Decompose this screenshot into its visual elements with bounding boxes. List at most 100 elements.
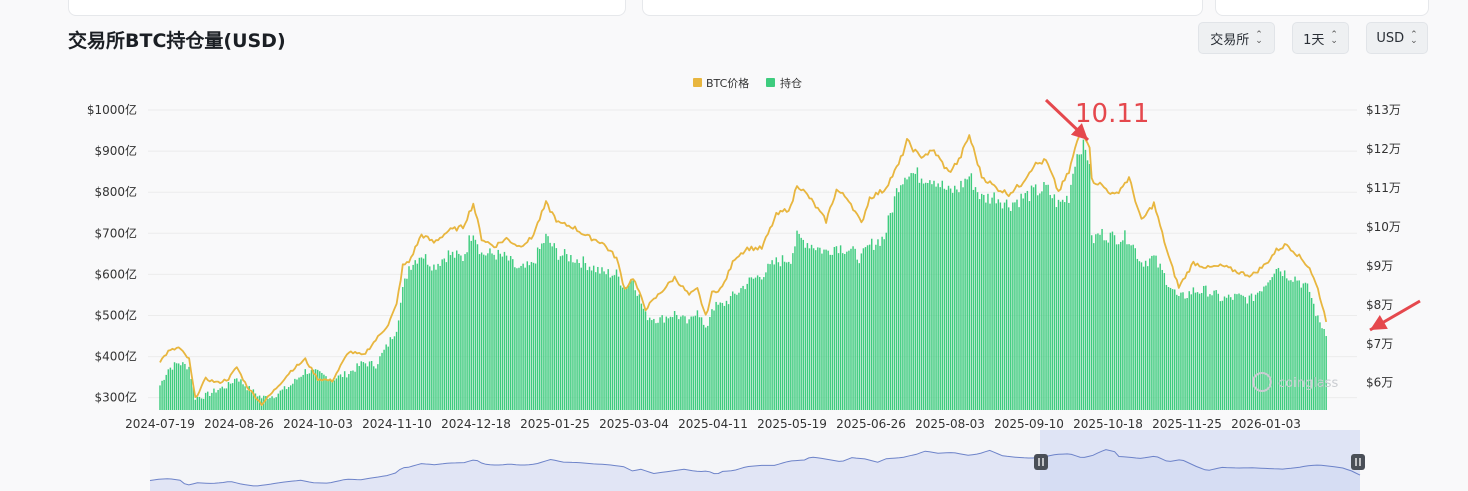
holdings-bar <box>968 176 970 410</box>
x-tick-label: 2025-10-18 <box>1073 417 1143 431</box>
holdings-bar <box>1230 297 1232 410</box>
holdings-bar <box>841 253 844 410</box>
x-tick-label: 2025-04-11 <box>678 417 748 431</box>
holdings-bar <box>370 361 373 410</box>
holdings-bar <box>725 300 728 410</box>
holdings-bar <box>368 361 371 410</box>
holdings-bar <box>941 180 944 410</box>
holdings-bar <box>1157 267 1159 410</box>
holdings-bar <box>453 257 456 410</box>
holdings-bar <box>530 261 533 410</box>
holdings-bar <box>1313 303 1315 410</box>
holdings-bar <box>638 294 641 410</box>
holdings-bar <box>379 356 381 410</box>
holdings-bar <box>1277 267 1280 410</box>
holdings-bar <box>626 287 628 410</box>
holdings-bar <box>644 311 647 410</box>
currency-select[interactable]: USD ⌃ ⌄ <box>1366 22 1428 54</box>
holdings-bar <box>904 177 906 410</box>
holdings-bar <box>972 189 975 410</box>
holdings-bar <box>188 366 190 410</box>
holdings-bar <box>640 303 643 410</box>
holdings-bar <box>783 261 786 410</box>
holdings-bar <box>516 268 518 410</box>
holdings-bar <box>534 263 537 410</box>
holdings-bar <box>229 383 232 410</box>
holdings-bar <box>1001 208 1004 410</box>
navigator-handle-right[interactable] <box>1351 454 1365 470</box>
page-title: 交易所BTC持仓量(USD) <box>68 30 286 52</box>
holdings-bar <box>711 309 713 410</box>
holdings-bar <box>723 305 726 410</box>
holdings-bar <box>192 386 194 410</box>
holdings-bar <box>1074 166 1076 410</box>
holdings-bar <box>1014 202 1016 410</box>
holdings-bar <box>750 277 753 410</box>
holdings-bar <box>227 382 230 410</box>
holdings-bar <box>746 283 748 410</box>
holdings-bar <box>397 320 400 410</box>
holdings-bar <box>829 254 831 410</box>
handle-body <box>1034 454 1048 470</box>
holdings-bar <box>451 251 454 410</box>
holdings-bar <box>1128 244 1130 410</box>
holdings-bar <box>1101 228 1103 410</box>
holdings-bar <box>912 173 914 410</box>
holdings-bar <box>393 336 396 410</box>
holdings-bar <box>808 248 811 410</box>
holdings-bar <box>1252 301 1255 410</box>
holdings-bar <box>742 285 744 410</box>
holdings-bar <box>738 292 740 410</box>
holdings-bar <box>1165 284 1168 410</box>
holdings-bar <box>887 215 890 410</box>
holdings-bar <box>547 236 549 410</box>
holdings-bar <box>177 363 180 410</box>
holdings-bar <box>806 243 809 410</box>
holdings-bar <box>1219 301 1222 410</box>
holdings-bar <box>489 248 491 410</box>
holdings-bar <box>163 379 165 410</box>
holdings-bar <box>217 389 219 410</box>
holdings-bar <box>196 396 199 410</box>
holdings-bar <box>717 304 719 410</box>
holdings-bar <box>180 365 182 410</box>
holdings-bar <box>358 366 360 410</box>
holdings-bar <box>707 325 709 410</box>
holdings-bar <box>1109 232 1112 410</box>
holdings-bar <box>850 248 852 410</box>
holdings-bar <box>426 264 429 410</box>
holdings-bar <box>1294 276 1296 410</box>
interval-select[interactable]: 1天 ⌃ ⌄ <box>1292 22 1349 54</box>
holdings-bar <box>927 183 929 410</box>
holdings-bar <box>1115 244 1118 410</box>
holdings-bar <box>424 254 427 410</box>
holdings-bar <box>871 238 873 410</box>
holdings-bar <box>1061 199 1064 410</box>
holdings-bar <box>985 202 987 410</box>
holdings-bar <box>458 253 460 410</box>
holdings-bar <box>335 378 338 410</box>
holdings-bar <box>933 180 935 410</box>
holdings-bar <box>688 319 690 410</box>
navigator-area <box>150 449 1360 491</box>
exchange-select[interactable]: 交易所 ⌃ ⌄ <box>1198 22 1275 54</box>
holdings-bar <box>582 256 585 410</box>
holdings-bar <box>242 384 244 410</box>
holdings-bar <box>333 380 336 410</box>
holdings-bar <box>748 277 751 410</box>
holdings-bar <box>1317 315 1319 410</box>
holdings-bar <box>922 183 925 410</box>
navigator-handle-left[interactable] <box>1034 454 1048 470</box>
holdings-bar <box>1171 289 1174 410</box>
holdings-bar <box>902 184 904 410</box>
holdings-bar <box>1304 282 1307 410</box>
peak-annotation-label: 10.11 <box>1075 99 1149 129</box>
holdings-bar <box>866 245 869 410</box>
holdings-bar <box>765 272 767 410</box>
holdings-bar <box>920 178 923 410</box>
holdings-bar <box>319 371 321 410</box>
x-tick-label: 2025-03-04 <box>599 417 669 431</box>
holdings-bar <box>576 259 578 410</box>
holdings-bar <box>325 376 327 410</box>
holdings-bar <box>302 374 304 410</box>
